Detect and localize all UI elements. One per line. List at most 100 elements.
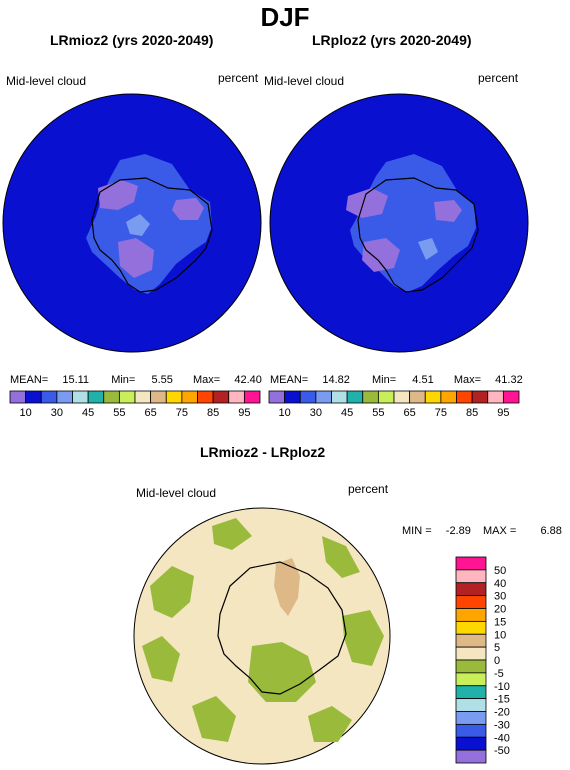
colorbar-swatch xyxy=(455,711,487,725)
colorbar-swatch xyxy=(487,390,504,404)
colorbar-swatch xyxy=(455,749,487,764)
colorbar-tick-label: -10 xyxy=(494,681,510,693)
colorbar-swatch xyxy=(315,390,332,404)
min-value: 4.51 xyxy=(412,374,434,386)
diff-stats: MIN = -2.89 MAX = 6.88 xyxy=(402,525,562,537)
colorbar-swatch xyxy=(455,698,487,712)
stats-left: MEAN= 15.11 Min= 5.55 Max= 42.40 xyxy=(10,374,262,386)
colorbar-swatch xyxy=(228,390,245,404)
colorbar-swatch xyxy=(455,633,487,648)
colorbar-tick-label: 10 xyxy=(20,407,32,419)
colorbar-tick-label: 55 xyxy=(113,407,125,419)
colorbar-swatch xyxy=(455,620,487,635)
colorbar-swatch xyxy=(502,390,520,404)
max-value: 41.32 xyxy=(495,374,523,386)
diff-region-positive-3 xyxy=(192,696,236,742)
colorbar-swatch xyxy=(284,390,301,404)
panel-title-left: LRmioz2 (yrs 2020-2049) xyxy=(50,32,214,48)
colorbar-tick-label: 20 xyxy=(494,604,506,616)
colorbar-tick-label: 10 xyxy=(279,407,291,419)
colorbar-swatch xyxy=(243,390,261,404)
variable-label-right: Mid-level cloud xyxy=(264,74,345,88)
colorbar-swatch xyxy=(346,390,364,404)
colorbar-swatch xyxy=(118,390,136,404)
cloud-region-high-3 xyxy=(118,238,154,278)
min-value: 5.55 xyxy=(151,374,173,386)
polar-map-diff xyxy=(133,507,391,765)
mean-label: MEAN= xyxy=(270,374,309,386)
diff-panel-title: LRmioz2 - LRploz2 xyxy=(200,444,326,460)
min-label: Min= xyxy=(372,374,397,386)
units-label-left: percent xyxy=(218,71,259,85)
diff-region-positive-6 xyxy=(342,610,384,666)
colorbar-swatch xyxy=(455,608,487,622)
colorbar-swatch xyxy=(456,390,473,404)
max-value: 42.40 xyxy=(234,374,262,386)
diff-max-label: MAX = xyxy=(482,525,517,537)
antarctic-coastline xyxy=(357,177,479,293)
colorbar-tick-label: 45 xyxy=(341,407,353,419)
colorbar-tick-label: 10 xyxy=(494,629,506,641)
colorbar-swatch xyxy=(471,390,489,404)
colorbar-swatch xyxy=(455,556,487,571)
colorbar-tick-label: 95 xyxy=(497,407,509,419)
colorbar-tick-label: -40 xyxy=(494,732,510,744)
colorbar-swatch xyxy=(455,582,487,597)
colorbar-swatch xyxy=(268,390,286,404)
colorbar-left: 10 30 45 55 65 75 85 95 xyxy=(9,390,261,419)
colorbar-swatch xyxy=(424,390,442,404)
colorbar-tick-label: 45 xyxy=(82,407,94,419)
colorbar-swatch xyxy=(455,659,487,674)
diff-region-positive-2 xyxy=(142,636,180,682)
max-label: Max= xyxy=(193,374,221,386)
cloud-region-high-1 xyxy=(346,188,388,218)
colorbar-swatch xyxy=(440,390,457,404)
max-label: Max= xyxy=(453,374,482,386)
colorbar-swatch xyxy=(165,390,183,404)
colorbar-swatch xyxy=(103,390,120,404)
colorbar-swatch xyxy=(25,390,42,404)
mean-value: 15.11 xyxy=(62,374,90,386)
colorbar-tick-label: 85 xyxy=(207,407,219,419)
colorbar-swatch xyxy=(181,390,198,404)
colorbar-swatch xyxy=(362,390,379,404)
diff-units-label: percent xyxy=(348,482,389,496)
colorbar-tick-label: -20 xyxy=(494,707,510,719)
colorbar-tick-label: 75 xyxy=(176,407,188,419)
mean-label: MEAN= xyxy=(10,374,49,386)
colorbar-tick-label: 75 xyxy=(435,407,447,419)
polar-map-left xyxy=(2,93,262,353)
min-label: Min= xyxy=(111,374,136,386)
cloud-region-high-2 xyxy=(434,200,462,222)
colorbar-tick-label: 40 xyxy=(494,578,506,590)
colorbar-tick-label: -15 xyxy=(494,694,510,706)
colorbar-swatch xyxy=(56,390,73,404)
mean-value: 14.82 xyxy=(322,374,350,386)
polar-map-right xyxy=(269,93,529,353)
colorbar-swatch xyxy=(455,595,487,609)
colorbar-swatch xyxy=(455,646,487,661)
colorbar-swatch xyxy=(393,390,411,404)
diff-max-value: 6.88 xyxy=(540,525,562,537)
units-label-right: percent xyxy=(478,71,519,85)
diff-variable-label: Mid-level cloud xyxy=(136,486,217,500)
cloud-region-light xyxy=(418,238,438,260)
colorbar-swatch xyxy=(40,390,58,404)
colorbar-swatch xyxy=(455,736,487,751)
colorbar-swatch xyxy=(72,390,89,404)
variable-label-left: Mid-level cloud xyxy=(6,74,87,88)
colorbar-tick-label: 55 xyxy=(372,407,384,419)
colorbar-tick-label: 30 xyxy=(51,407,63,419)
colorbar-right: 10 30 45 55 65 75 85 95 xyxy=(268,390,520,419)
colorbar-tick-label: 0 xyxy=(494,655,500,667)
colorbar-swatch xyxy=(455,685,487,700)
diff-region-positive-8 xyxy=(212,518,252,550)
colorbar-tick-label: 65 xyxy=(145,407,157,419)
colorbar-swatch xyxy=(299,390,317,404)
diff-region-strong xyxy=(274,558,300,616)
colorbar-tick-label: -30 xyxy=(494,719,510,731)
colorbar-tick-label: -50 xyxy=(494,745,510,757)
map-diff-group xyxy=(133,507,391,765)
stats-right: MEAN= 14.82 Min= 4.51 Max= 41.32 xyxy=(270,374,523,386)
